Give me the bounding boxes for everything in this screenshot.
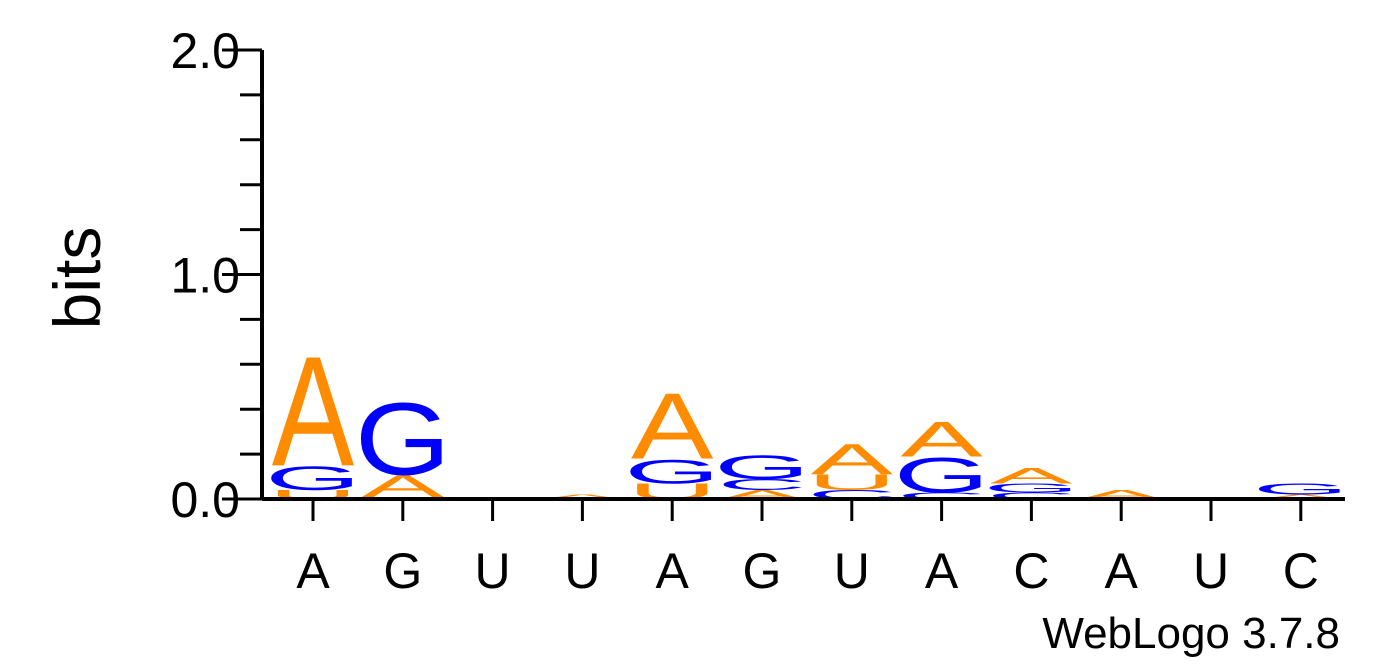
x-tick-label: U	[564, 543, 600, 599]
logo-letter-A: A	[811, 435, 894, 484]
logo-letter-A: A	[272, 323, 354, 499]
y-axis: 0.0 1.0 2.0	[170, 23, 262, 528]
logo-letter-G: G	[355, 382, 451, 497]
x-tick-label: A	[1105, 543, 1139, 599]
x-tick-label: U	[834, 543, 870, 599]
logo-letter-A: A	[900, 411, 983, 467]
x-tick-label: C	[1013, 543, 1049, 599]
y-tick-label: 0.0	[170, 472, 240, 528]
logo-letter-A: A	[631, 375, 713, 480]
x-tick-label: U	[475, 543, 511, 599]
y-tick-label: 1.0	[170, 248, 240, 304]
weblogo-credit: WebLogo 3.7.8	[1042, 609, 1340, 658]
y-axis-title: bits	[40, 227, 114, 330]
x-tick-label: A	[656, 543, 690, 599]
y-tick-label: 2.0	[170, 23, 240, 79]
x-tick-label: U	[1193, 543, 1229, 599]
x-tick-label: A	[296, 543, 330, 599]
logo-letter-G: G	[1253, 480, 1349, 498]
logo-letter-G: G	[714, 448, 810, 486]
x-tick-label: G	[383, 543, 422, 599]
logo-letter-A: A	[990, 463, 1072, 487]
x-tick-label: C	[1283, 543, 1319, 599]
x-tick-label: A	[925, 543, 959, 599]
x-tick-label: G	[743, 543, 782, 599]
